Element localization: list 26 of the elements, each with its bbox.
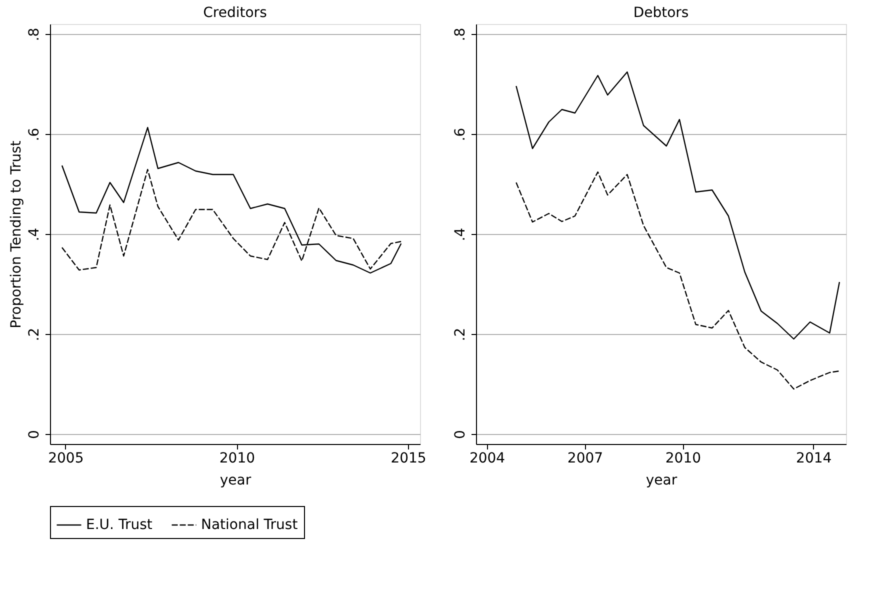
x-tick-label: 2007 [567, 450, 604, 466]
y-tick-label: .4 [26, 228, 42, 242]
line-series [516, 171, 840, 390]
y-tick-label: .4 [452, 228, 468, 242]
legend-label: E.U. Trust [86, 517, 153, 533]
x-tick-label: 2010 [219, 450, 256, 466]
legend-label: National Trust [201, 517, 298, 533]
y-tick-label: .2 [452, 328, 468, 342]
y-axis-title: Proportion Tending to Trust [8, 140, 24, 328]
x-tick-label: 2014 [796, 450, 832, 466]
chart-title: Creditors [203, 5, 267, 21]
x-tick-label: 2005 [48, 450, 84, 466]
x-axis-title: year [220, 472, 252, 488]
x-axis-title: year [646, 472, 678, 488]
y-tick-label: .8 [452, 28, 468, 42]
x-tick-label: 2004 [469, 450, 506, 466]
y-tick-label: .6 [26, 128, 42, 142]
y-tick-label: .8 [26, 28, 42, 42]
chart-title: Debtors [633, 5, 689, 21]
x-tick-label: 2010 [665, 450, 702, 466]
y-tick-label: .2 [26, 328, 42, 342]
y-tick-label: 0 [26, 430, 42, 439]
x-tick-label: 2015 [390, 450, 426, 466]
y-tick-label: .6 [452, 128, 468, 142]
line-series [516, 71, 840, 340]
y-tick-label: 0 [452, 430, 468, 439]
